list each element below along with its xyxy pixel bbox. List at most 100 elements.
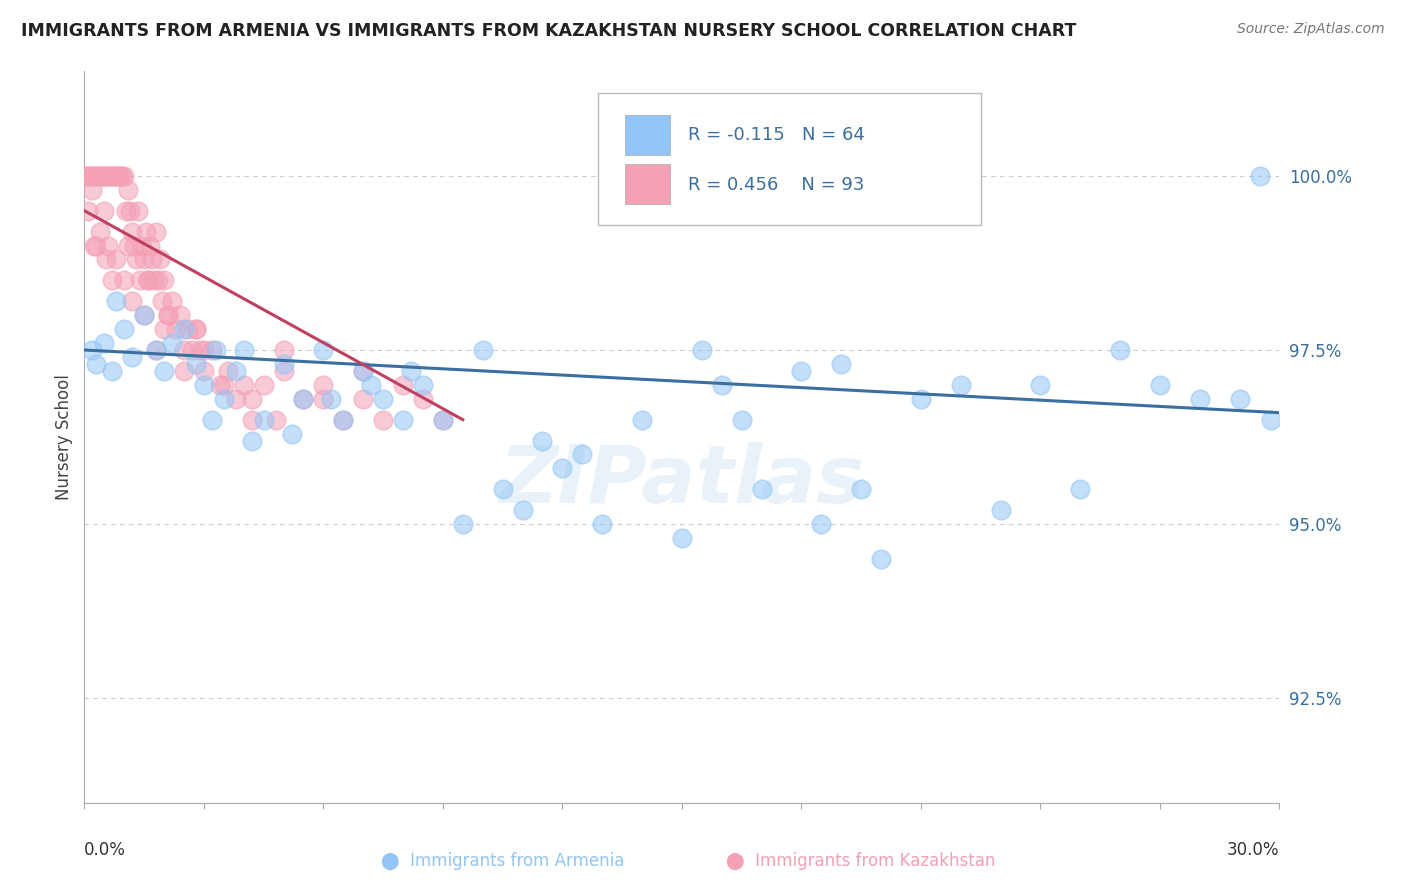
Point (690, 343, 713, 357)
Point (136, 273, 159, 287)
Point (990, 503, 1012, 517)
Point (512, 503, 534, 517)
Point (1188, 392, 1211, 406)
Point (160, 294, 183, 309)
Point (117, 183, 139, 197)
Point (107, 169, 129, 183)
Point (193, 377, 215, 392)
Point (312, 392, 335, 406)
Point (232, 377, 254, 392)
Point (352, 364, 374, 378)
Point (93, 336, 115, 351)
Point (87, 169, 110, 183)
Point (82, 169, 104, 183)
Point (105, 252, 128, 267)
Point (671, 531, 693, 545)
Point (184, 322, 207, 336)
Point (150, 294, 173, 309)
Point (79, 169, 101, 183)
Point (751, 483, 773, 497)
Point (141, 252, 163, 267)
Point (551, 461, 574, 475)
Point (122, 238, 145, 252)
Point (1149, 377, 1171, 392)
Point (851, 483, 873, 497)
Point (184, 322, 207, 336)
Point (332, 412, 354, 426)
Point (101, 364, 124, 378)
Point (360, 377, 382, 392)
Point (145, 225, 167, 239)
Point (169, 308, 191, 322)
Point (399, 364, 422, 378)
Point (132, 252, 156, 267)
Point (240, 412, 263, 426)
Point (273, 364, 295, 378)
Point (115, 203, 138, 218)
Text: R = -0.115   N = 64: R = -0.115 N = 64 (688, 126, 865, 144)
Point (292, 392, 315, 406)
Point (136, 273, 159, 287)
Point (82, 343, 104, 357)
Point (83, 238, 105, 252)
Point (731, 412, 754, 426)
Point (131, 238, 153, 252)
Point (591, 517, 613, 532)
Point (225, 364, 247, 378)
Text: 30.0%: 30.0% (1227, 841, 1279, 859)
Point (98, 169, 121, 183)
Point (157, 308, 180, 322)
Text: ⬤  Immigrants from Armenia: ⬤ Immigrants from Armenia (381, 852, 624, 871)
Point (91, 169, 114, 183)
Y-axis label: Nursery School: Nursery School (55, 374, 73, 500)
Point (392, 412, 415, 426)
Point (312, 377, 335, 392)
Point (173, 343, 195, 357)
Point (373, 412, 395, 426)
Point (292, 392, 315, 406)
Point (232, 343, 254, 357)
Point (153, 322, 176, 336)
Point (120, 203, 142, 218)
Point (145, 343, 167, 357)
Point (82, 183, 104, 197)
Point (103, 169, 125, 183)
Point (253, 412, 276, 426)
Point (135, 225, 157, 239)
Point (870, 552, 893, 566)
Text: 0.0%: 0.0% (84, 841, 127, 859)
Point (89, 225, 111, 239)
Point (160, 336, 183, 351)
Text: ZIPatlas: ZIPatlas (499, 442, 865, 520)
Point (332, 412, 354, 426)
Point (1029, 377, 1052, 392)
Point (273, 357, 295, 371)
Point (125, 252, 148, 267)
Point (392, 377, 415, 392)
Point (77, 203, 100, 218)
Point (173, 364, 195, 378)
FancyBboxPatch shape (599, 94, 981, 225)
Point (89, 169, 111, 183)
Point (201, 412, 224, 426)
Point (86, 169, 108, 183)
Point (97, 169, 120, 183)
Point (312, 343, 335, 357)
Point (77, 169, 100, 183)
Text: R = 0.456    N = 93: R = 0.456 N = 93 (688, 176, 865, 194)
Point (710, 377, 733, 392)
Point (910, 392, 932, 406)
FancyBboxPatch shape (624, 164, 671, 204)
Point (949, 377, 972, 392)
Point (280, 426, 302, 441)
Point (105, 294, 128, 309)
Point (412, 392, 434, 406)
Point (273, 343, 295, 357)
Point (451, 517, 474, 532)
Point (96, 169, 118, 183)
Point (240, 434, 263, 448)
Point (373, 392, 395, 406)
Point (412, 377, 434, 392)
Point (1229, 392, 1251, 406)
Point (212, 377, 235, 392)
